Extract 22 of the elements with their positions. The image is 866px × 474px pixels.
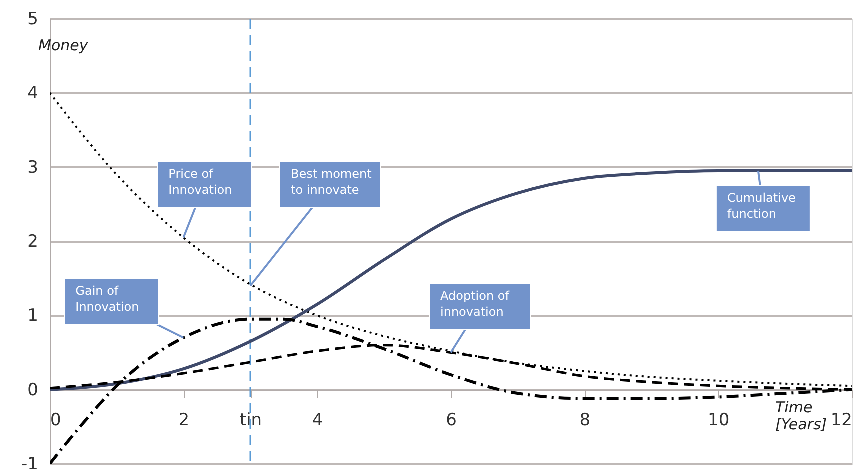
- y-tick-label: 4: [28, 84, 38, 104]
- annotation: Best moment to innovate: [291, 167, 372, 197]
- annotation: Cumulative function: [727, 191, 796, 222]
- y-tick-label: 2: [28, 232, 38, 252]
- y-tick-label: 1: [28, 306, 38, 326]
- y-tick-label: -1: [22, 454, 38, 474]
- y-tick-label: 3: [28, 158, 38, 178]
- x-axis-title: Time [Years]: [776, 398, 828, 434]
- annotation: Gain of Innovation: [76, 284, 140, 314]
- x-tick-label: 6: [446, 410, 457, 430]
- x-tick-label: 10: [708, 410, 730, 430]
- annotation: Price of Innovation: [168, 166, 232, 197]
- x-tick-label: 12: [830, 410, 852, 430]
- x-tick-label: 8: [580, 410, 591, 430]
- x-tick-label: 2: [178, 410, 190, 430]
- y-axis-title: Money: [38, 36, 90, 54]
- x-tick-label: tin: [240, 410, 262, 430]
- y-tick-label: 0: [28, 380, 38, 400]
- y-tick-label: 5: [28, 10, 38, 30]
- annotation: Adoption of innovation: [440, 288, 510, 319]
- x-tick-label: 0: [50, 410, 62, 430]
- x-tick-label: 4: [312, 410, 324, 430]
